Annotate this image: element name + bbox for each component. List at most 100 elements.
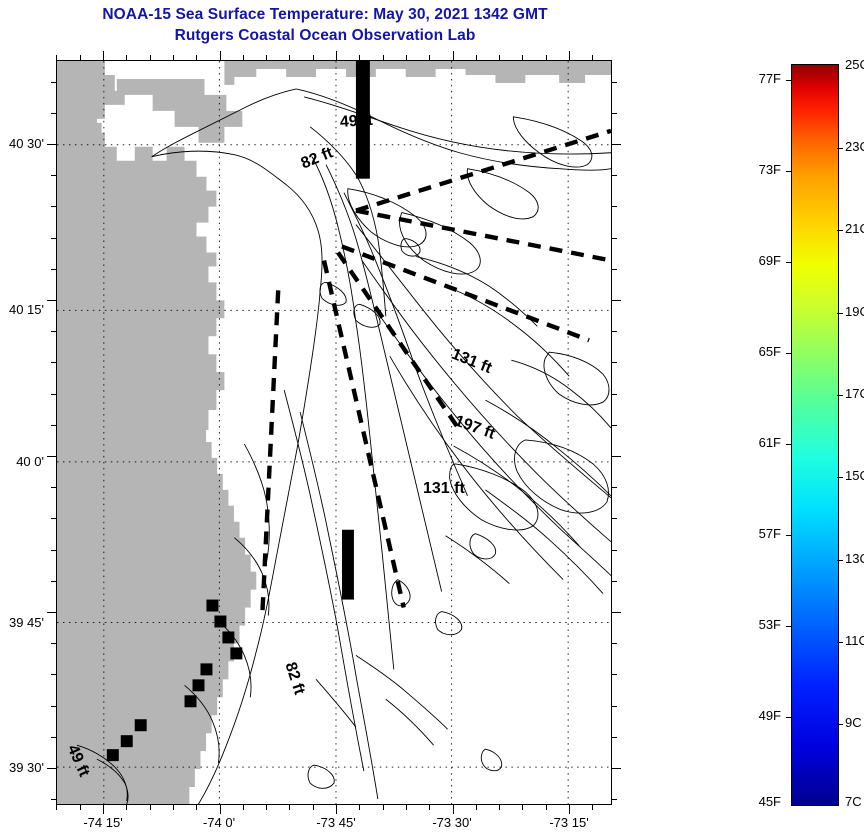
colorbar-celsius-label: 25C bbox=[845, 57, 864, 72]
y-axis-minor-tick bbox=[51, 269, 56, 270]
y-axis-minor-tick bbox=[51, 799, 56, 800]
x-axis-minor-tick-top bbox=[499, 55, 500, 60]
sst-map-graphic bbox=[57, 61, 611, 804]
y-axis-tick-label: 39 30' bbox=[8, 760, 44, 775]
x-axis-major-tick-top bbox=[336, 51, 337, 60]
colorbar-fahrenheit-label: 45F bbox=[758, 794, 781, 809]
y-axis-minor-tick bbox=[51, 206, 56, 207]
y-axis-minor-tick bbox=[51, 425, 56, 426]
y-axis-minor-tick-right bbox=[612, 706, 617, 707]
x-axis-major-tick-top bbox=[569, 51, 570, 60]
long-island-south-shore bbox=[296, 88, 611, 171]
y-axis-minor-tick-right bbox=[612, 362, 617, 363]
y-axis-minor-tick-right bbox=[612, 581, 617, 582]
coastline-main bbox=[151, 150, 323, 804]
figure-title: NOAA-15 Sea Surface Temperature: May 30,… bbox=[0, 4, 650, 46]
x-axis-major-tick bbox=[103, 805, 104, 814]
x-axis-minor-tick bbox=[313, 805, 314, 810]
barrier-island-gray-patches bbox=[106, 61, 370, 762]
x-axis-minor-tick-top bbox=[126, 55, 127, 60]
x-axis-minor-tick-top bbox=[313, 55, 314, 60]
ne-island-outline-1 bbox=[514, 439, 609, 514]
y-axis-minor-tick bbox=[51, 643, 56, 644]
inner-contour-ridge-b bbox=[299, 411, 379, 800]
y-axis-minor-tick-right bbox=[612, 425, 617, 426]
nj-mainland-block bbox=[57, 61, 225, 804]
x-axis-minor-tick-top bbox=[266, 55, 267, 60]
y-axis-minor-tick-right bbox=[612, 394, 617, 395]
small-island-c bbox=[435, 611, 463, 636]
y-axis-minor-tick bbox=[51, 674, 56, 675]
x-axis-minor-tick-top bbox=[56, 55, 57, 60]
y-axis-minor-tick bbox=[51, 550, 56, 551]
south-feature-c bbox=[385, 698, 434, 746]
contour-outer-shelf bbox=[375, 310, 611, 576]
east-feature-b bbox=[453, 445, 580, 546]
y-axis-minor-tick-right bbox=[612, 238, 617, 239]
colorbar-gradient bbox=[791, 64, 839, 806]
colorbar-celsius-label: 7C bbox=[845, 794, 862, 809]
transect-track-sw-1 bbox=[260, 290, 281, 616]
map-plot-area[interactable] bbox=[56, 60, 612, 805]
x-axis-minor-tick-top bbox=[196, 55, 197, 60]
y-axis-major-tick bbox=[47, 768, 56, 769]
y-axis-minor-tick-right bbox=[612, 799, 617, 800]
colorbar-right-tick bbox=[837, 395, 843, 396]
contour-131ft-band bbox=[355, 224, 611, 499]
x-axis-major-tick bbox=[336, 805, 337, 814]
y-axis-minor-tick bbox=[51, 175, 56, 176]
ne-island-outline-3 bbox=[543, 351, 610, 406]
long-island-landmass bbox=[224, 61, 611, 85]
x-axis-minor-tick bbox=[196, 805, 197, 810]
x-axis-minor-tick bbox=[592, 805, 593, 810]
colorbar-left-tick bbox=[786, 171, 792, 172]
contour-shelf-3 bbox=[343, 192, 468, 497]
contour-shelf-1 bbox=[311, 156, 395, 670]
y-axis-minor-tick-right bbox=[612, 487, 617, 488]
temperature-colorbar[interactable] bbox=[791, 64, 839, 806]
y-axis-minor-tick-right bbox=[612, 175, 617, 176]
depth-contour-label: 131 ft bbox=[423, 480, 465, 497]
south-feature-b bbox=[315, 679, 357, 728]
x-axis-minor-tick bbox=[429, 805, 430, 810]
x-axis-minor-tick-top bbox=[150, 55, 151, 60]
land-mass-layer bbox=[57, 61, 611, 804]
transect-track-ne-1 bbox=[355, 128, 611, 213]
x-axis-minor-tick-top bbox=[406, 55, 407, 60]
x-axis-major-tick-top bbox=[453, 51, 454, 60]
x-axis-minor-tick bbox=[173, 805, 174, 810]
x-axis-minor-tick-top bbox=[80, 55, 81, 60]
y-axis-major-tick-right bbox=[612, 768, 621, 769]
raritan-bay-gray bbox=[116, 78, 243, 143]
contour-49ft-north bbox=[303, 96, 611, 155]
transect-track-se-1 bbox=[336, 251, 462, 432]
x-axis-minor-tick bbox=[359, 805, 360, 810]
x-axis-minor-tick bbox=[126, 805, 127, 810]
colorbar-celsius-label: 19C bbox=[845, 304, 864, 319]
y-axis-minor-tick bbox=[51, 238, 56, 239]
colorbar-fahrenheit-label: 53F bbox=[758, 617, 781, 632]
transect-track-ne-2 bbox=[355, 208, 611, 263]
y-axis-minor-tick bbox=[51, 706, 56, 707]
ne-island-outline-7 bbox=[512, 116, 593, 168]
y-axis-minor-tick bbox=[51, 487, 56, 488]
colorbar-left-tick bbox=[786, 353, 792, 354]
y-axis-major-tick-right bbox=[612, 612, 621, 613]
hudson-canyon-south-wall bbox=[389, 355, 564, 580]
y-axis-major-tick bbox=[47, 456, 56, 457]
x-axis-major-tick bbox=[220, 805, 221, 814]
colorbar-fahrenheit-label: 77F bbox=[758, 71, 781, 86]
x-axis-minor-tick bbox=[150, 805, 151, 810]
x-axis-minor-tick bbox=[243, 805, 244, 810]
colorbar-celsius-label: 17C bbox=[845, 386, 864, 401]
y-axis-major-tick-right bbox=[612, 300, 621, 301]
x-axis-major-tick bbox=[569, 805, 570, 814]
y-axis-major-tick-right bbox=[612, 456, 621, 457]
x-axis-minor-tick bbox=[383, 805, 384, 810]
y-axis-tick-label: 40 30' bbox=[8, 136, 44, 151]
x-axis-minor-tick-top bbox=[243, 55, 244, 60]
bay-outline-cape bbox=[76, 744, 128, 802]
colorbar-celsius-label: 15C bbox=[845, 468, 864, 483]
x-axis-minor-tick bbox=[406, 805, 407, 810]
colorbar-right-tick bbox=[837, 477, 843, 478]
